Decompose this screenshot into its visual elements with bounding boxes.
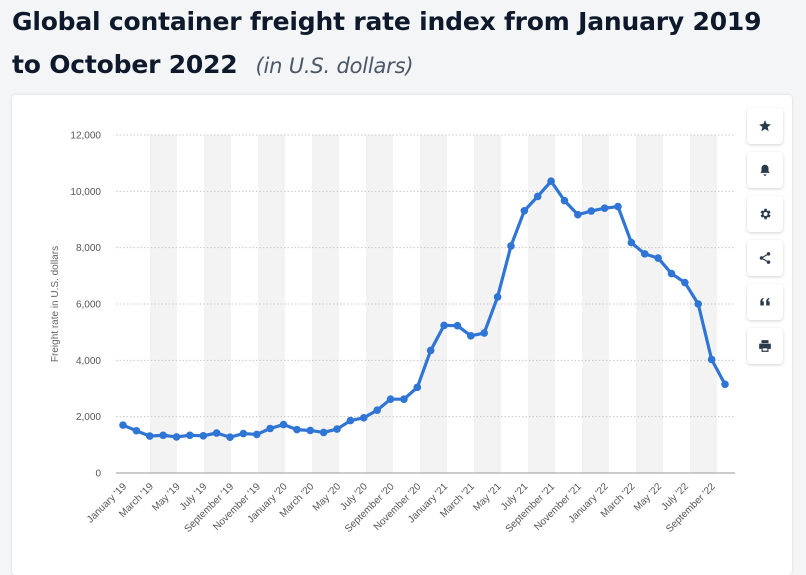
chart-toolbar (747, 108, 783, 372)
title-text: Global container freight rate index from… (12, 7, 762, 79)
data-point[interactable] (721, 380, 729, 389)
share-icon (759, 252, 771, 264)
data-point[interactable] (533, 192, 542, 201)
data-point[interactable] (279, 420, 288, 429)
series-points (119, 177, 729, 442)
data-point[interactable] (694, 300, 703, 308)
y-axis-ticks: 0 2,000 4,000 6,000 8,000 10,000 12,000 (70, 131, 101, 480)
gear-icon (760, 208, 771, 220)
favorite-button[interactable] (747, 108, 783, 144)
y-tick-label: 8,000 (76, 243, 101, 254)
data-point[interactable] (520, 206, 529, 215)
data-point[interactable] (493, 293, 502, 301)
data-point[interactable] (145, 432, 154, 440)
data-point[interactable] (400, 395, 408, 404)
page-title: Global container freight rate index from… (12, 0, 792, 88)
print-button[interactable] (747, 328, 783, 364)
data-point[interactable] (560, 196, 569, 205)
data-point[interactable] (319, 428, 328, 437)
data-point[interactable] (266, 424, 274, 433)
share-button[interactable] (747, 240, 783, 276)
quote-icon (760, 297, 770, 306)
printer-icon (759, 340, 771, 352)
data-point[interactable] (467, 332, 475, 340)
notification-button[interactable] (747, 152, 783, 188)
data-point[interactable] (667, 269, 676, 278)
data-point[interactable] (119, 421, 127, 429)
series-line (121, 179, 727, 439)
data-point[interactable] (212, 429, 221, 437)
data-point[interactable] (293, 425, 301, 434)
data-point[interactable] (654, 254, 662, 262)
y-tick-label: 6,000 (76, 300, 101, 311)
data-point[interactable] (199, 432, 208, 440)
data-point[interactable] (159, 431, 167, 440)
y-tick-label: 2,000 (76, 412, 101, 423)
y-tick-label: 12,000 (70, 131, 101, 142)
data-point[interactable] (333, 425, 341, 433)
title-block: Global container freight rate index from… (12, 0, 792, 88)
data-point[interactable] (614, 202, 622, 211)
x-tick-label: September '22 (664, 481, 718, 535)
x-tick-label: May '21 (471, 481, 504, 514)
data-point[interactable] (426, 346, 435, 355)
data-point[interactable] (239, 429, 248, 438)
data-point[interactable] (252, 430, 261, 439)
data-point[interactable] (132, 426, 141, 435)
data-point[interactable] (681, 278, 689, 287)
data-point[interactable] (640, 250, 649, 258)
data-point[interactable] (413, 383, 422, 392)
data-point[interactable] (627, 238, 636, 247)
data-point[interactable] (306, 426, 315, 435)
y-tick-label: 0 (95, 469, 101, 480)
data-point[interactable] (574, 210, 582, 219)
y-tick-label: 4,000 (76, 356, 101, 367)
data-point[interactable] (507, 242, 515, 250)
data-point[interactable] (600, 204, 609, 213)
y-axis-title: Freight rate in U.S. dollars (50, 246, 61, 362)
x-tick-label: May '20 (311, 481, 344, 514)
data-point[interactable] (440, 321, 448, 330)
data-point[interactable] (373, 406, 381, 414)
data-point[interactable] (707, 355, 716, 364)
title-unit: (in U.S. dollars) (255, 54, 414, 78)
data-point[interactable] (172, 433, 181, 441)
data-point[interactable] (453, 321, 462, 330)
cite-button[interactable] (747, 284, 783, 320)
data-point[interactable] (386, 395, 395, 404)
data-point[interactable] (587, 207, 596, 215)
data-point[interactable] (360, 413, 368, 422)
settings-button[interactable] (747, 196, 783, 232)
x-tick-label: May '19 (150, 481, 183, 514)
data-point[interactable] (186, 431, 194, 440)
data-point[interactable] (346, 416, 355, 425)
y-tick-label: 10,000 (70, 187, 101, 198)
x-tick-label: May '22 (632, 481, 665, 514)
data-point[interactable] (480, 329, 489, 337)
data-point[interactable] (547, 177, 555, 185)
bell-icon (760, 164, 770, 176)
data-point[interactable] (226, 433, 234, 442)
star-icon (759, 120, 771, 132)
